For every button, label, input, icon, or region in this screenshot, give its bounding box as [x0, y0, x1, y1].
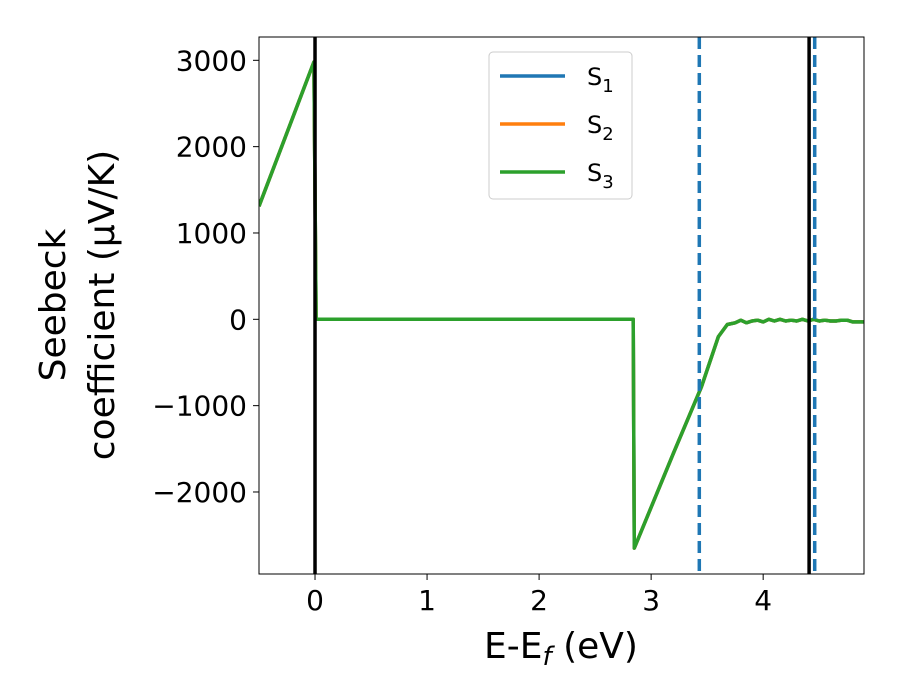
- y-tick-label: 2000: [176, 131, 247, 164]
- legend-label-2: S2: [587, 111, 614, 145]
- y-tick-label: −1000: [152, 390, 247, 423]
- x-tick-label: 2: [530, 584, 548, 617]
- y-tick-label: 0: [229, 303, 247, 336]
- legend-label-1: S1: [587, 63, 614, 97]
- y-axis: −2000 −1000 0 1000 2000 3000: [152, 44, 259, 509]
- legend-label-3: S3: [587, 159, 614, 193]
- x-tick-label: 0: [306, 584, 324, 617]
- plot-area: [259, 37, 864, 574]
- x-axis-label: E-Ef (eV): [484, 626, 638, 672]
- y-axis-label-line2: coefficient (μV/K): [82, 150, 123, 460]
- y-axis-label-line1: Seebeck: [33, 228, 74, 381]
- y-tick-label: 1000: [176, 217, 247, 250]
- x-tick-label: 3: [642, 584, 660, 617]
- y-tick-label: 3000: [176, 44, 247, 77]
- x-axis: 0 1 2 3 4: [306, 574, 772, 617]
- x-tick-label: 4: [754, 584, 772, 617]
- plot-frame: [258, 36, 865, 575]
- series-line-3: [259, 60, 864, 550]
- legend: S1 S2 S3: [488, 51, 633, 200]
- x-tick-label: 1: [418, 584, 436, 617]
- y-tick-label: −2000: [152, 476, 247, 509]
